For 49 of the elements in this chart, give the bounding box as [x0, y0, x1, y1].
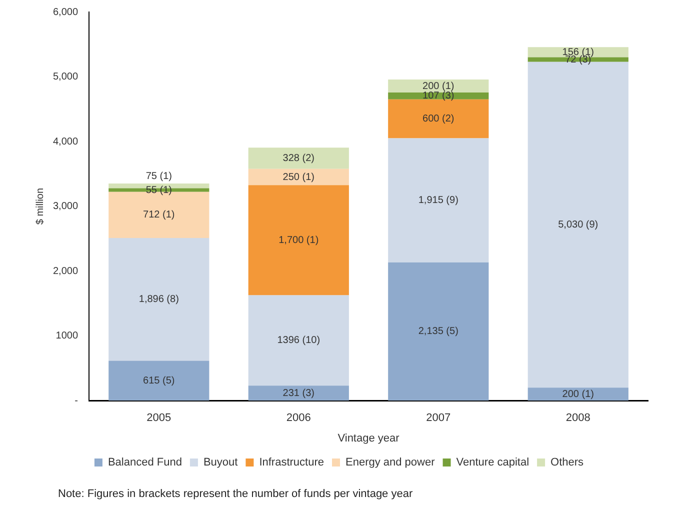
bar	[388, 80, 489, 93]
legend-label: Balanced Fund	[108, 456, 182, 469]
data-label: 712 (1)	[143, 210, 175, 221]
data-label: 2,135 (5)	[418, 326, 458, 338]
x-tick-label: 2005	[146, 412, 172, 424]
y-tick-label: 3,000	[52, 201, 78, 212]
y-tick-label: -	[74, 395, 78, 406]
bar	[388, 92, 489, 100]
data-label: 200 (1)	[422, 80, 454, 92]
bar	[248, 185, 349, 296]
legend-label: Venture capital	[456, 456, 530, 469]
data-label: 5,030 (9)	[558, 220, 598, 231]
legend-label: Energy and power	[345, 456, 436, 469]
bar	[528, 388, 628, 401]
y-tick-label: 5,000	[52, 72, 78, 83]
data-label: 1,915 (9)	[418, 195, 458, 206]
y-tick-label: 4,000	[52, 136, 78, 148]
data-label: 250 (1)	[282, 172, 314, 183]
x-tick-label: 2006	[286, 412, 311, 424]
bar	[388, 138, 489, 262]
bar	[248, 295, 349, 386]
x-axis-title: Vintage year	[338, 432, 400, 444]
y-tick-label: 6,000	[52, 6, 78, 18]
legend-label: Others	[550, 456, 584, 469]
data-label: 328 (2)	[282, 153, 314, 164]
data-label: 231 (3)	[282, 388, 314, 399]
data-label: 1,896 (8)	[138, 294, 179, 306]
text: Note: Figures in brackets represent the number of funds per vintage year	[58, 488, 413, 500]
bar	[248, 168, 349, 186]
data-label: 107 (3)	[422, 90, 454, 102]
bar	[388, 99, 489, 138]
data-label: 75 (1)	[146, 171, 172, 182]
bar	[108, 360, 210, 401]
x-tick-label: 2007	[426, 412, 451, 424]
data-label: 200 (1)	[562, 388, 594, 400]
bar	[248, 148, 349, 169]
bar	[388, 262, 489, 401]
legend-label: Infrastructure	[259, 456, 324, 469]
data-label: 615 (5)	[143, 375, 175, 386]
x-tick-label: 2008	[566, 412, 590, 424]
data-label: 600 (2)	[422, 114, 454, 125]
bar	[248, 386, 349, 401]
y-axis-title: $ million	[34, 188, 46, 225]
y-tick-label: 2,000	[52, 266, 78, 277]
y-tick-label: 1000	[56, 330, 78, 342]
data-label: 1,700 (1)	[278, 234, 319, 246]
bar	[108, 238, 210, 361]
data-label: 1396 (10)	[277, 335, 320, 346]
legend-label: Buyout	[203, 456, 238, 469]
